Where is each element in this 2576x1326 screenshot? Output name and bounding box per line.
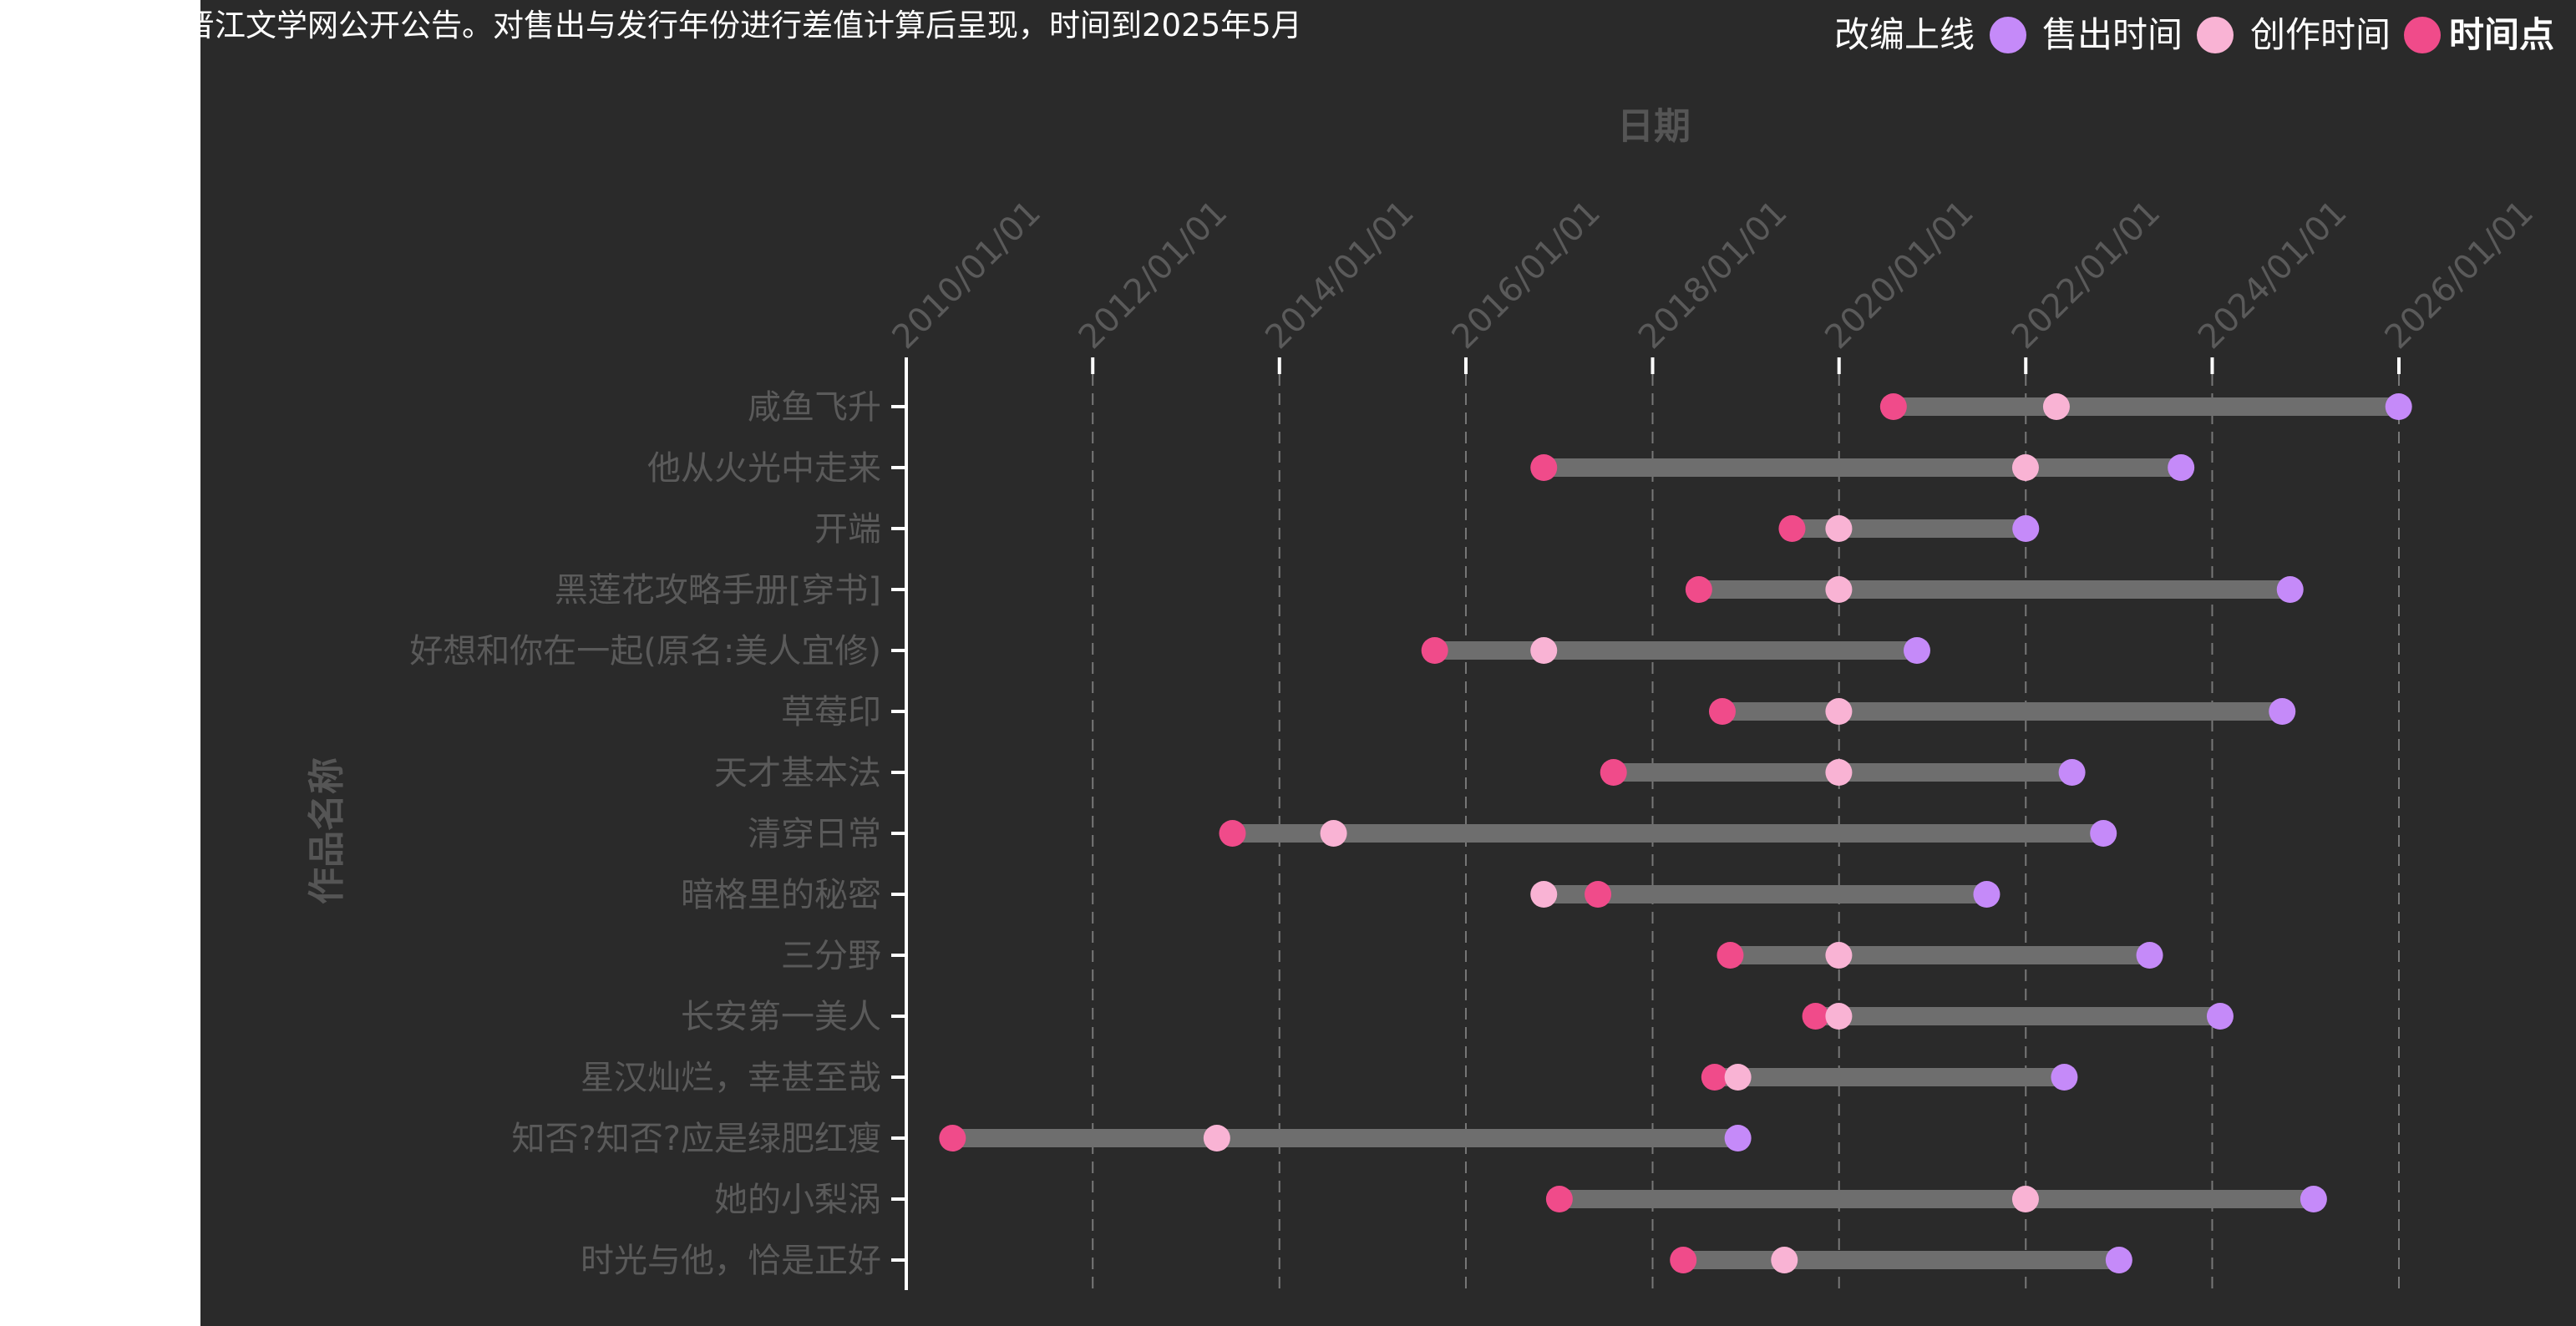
sold-point [1825,942,1853,969]
row-label: 天才基本法 [714,754,881,792]
sold-point [1724,1064,1752,1091]
legend-swatch-created [2404,17,2441,53]
created-point [1716,942,1744,969]
row-label: 他从火光中走来 [647,449,881,488]
created-point [1879,393,1907,420]
sold-point [2011,1186,2039,1212]
x-tick-label: 2012/01/01 [1072,194,1235,357]
created-point [1670,1247,1697,1273]
sold-point [1203,1125,1230,1151]
sold-point [2042,393,2070,420]
sold-point [1825,1003,1853,1030]
adapted-point [2136,942,2163,969]
chart-background [200,0,2576,1326]
adapted-point [2206,1003,2234,1030]
x-tick-label: 2016/01/01 [1445,194,1609,357]
legend-label-timepoint: 时间点 [2449,14,2554,55]
x-tick-label: 2020/01/01 [1818,194,1981,357]
sold-point [1771,1247,1798,1273]
x-tick-label: 2014/01/01 [1258,194,1422,357]
legend-label-created: 创作时间 [2250,14,2391,55]
created-point [1585,881,1612,908]
x-axis-title: 日期 [1617,105,1691,148]
adapted-point [2090,820,2117,847]
row-label: 长安第一美人 [681,998,881,1036]
legend-swatch-sold [2197,17,2234,53]
adapted-point [1903,637,1930,664]
y-axis-title: 作品名称 [306,757,348,904]
adapted-point [2105,1247,2132,1273]
created-point [1685,576,1712,603]
x-tick-label: 2010/01/01 [885,194,1049,357]
created-point [1600,759,1627,786]
adapted-point [2300,1186,2327,1212]
created-point [1708,698,1736,725]
row-label: 知否?知否?应是绿肥红瘦 [512,1120,881,1158]
sold-point [2011,454,2039,481]
adapted-point [2168,454,2195,481]
adapted-point [1724,1125,1752,1151]
row-label: 清穿日常 [748,815,881,853]
row-label: 好想和你在一起(原名:美人宜修) [409,632,881,671]
created-point [1421,637,1448,664]
adapted-point [2051,1064,2078,1091]
adapted-point [1973,881,2000,908]
created-point [1701,1064,1728,1091]
row-label: 草莓印 [781,693,881,731]
x-tick-label: 2018/01/01 [1631,194,1795,357]
row-label: 咸鱼飞升 [748,388,881,427]
legend-label-sold: 售出时间 [2042,14,2183,55]
adapted-point [2385,393,2412,420]
x-tick-label: 2022/01/01 [2005,194,2168,357]
adapted-point [2058,759,2086,786]
created-point [1778,515,1806,542]
adapted-point [2269,698,2296,725]
created-point [939,1125,966,1151]
row-label: 三分野 [781,937,881,975]
sold-point [1320,820,1347,847]
sold-point [1825,759,1853,786]
sold-point [1825,515,1853,542]
x-tick-label: 2026/01/01 [2378,194,2542,357]
row-label: 黑莲花攻略手册[穿书] [555,571,881,610]
sold-point [1825,576,1853,603]
sold-point [1530,637,1558,664]
row-label: 开端 [814,510,881,549]
sold-point [1530,881,1558,908]
adapted-point [2012,515,2040,542]
row-label: 星汉灿烂，幸甚至哉 [581,1059,881,1097]
created-point [1545,1186,1573,1212]
row-label: 时光与他，恰是正好 [581,1242,881,1280]
created-point [1219,820,1246,847]
created-point [1530,454,1558,481]
x-tick-label: 2024/01/01 [2191,194,2355,357]
legend-swatch-adapted [1990,17,2026,53]
chart-caption: 晋江文学网公开公告。对售出与发行年份进行差值计算后呈现，时间到2025年5月 [184,8,1302,43]
row-label: 暗格里的秘密 [681,876,881,914]
created-point [1802,1003,1829,1030]
adapted-point [2276,576,2304,603]
sold-point [1825,698,1853,725]
legend-label-adapted: 改编上线 [1834,14,1975,55]
row-label: 她的小梨涡 [714,1181,881,1219]
